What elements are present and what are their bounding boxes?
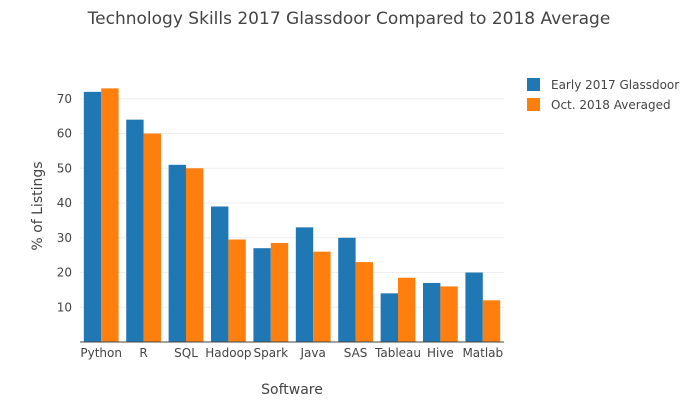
bar-python-series-1 (83, 91, 102, 342)
y-tick-label: 10 (57, 300, 72, 314)
legend: Early 2017 Glassdoor Oct. 2018 Averaged (527, 78, 679, 112)
bar-spark-series-1 (253, 248, 271, 342)
y-axis-label: % of Listings (30, 161, 46, 250)
bar-matlab-series-2 (482, 300, 501, 342)
bar-hadoop-series-1 (211, 206, 229, 342)
x-tick-label: SAS (344, 346, 368, 360)
bars (83, 88, 501, 343)
x-tick-label: Spark (254, 346, 289, 360)
y-tick-label: 50 (57, 161, 72, 175)
x-tick-label: Python (80, 346, 122, 360)
bar-r-series-2 (143, 133, 161, 342)
bar-matlab-series-1 (465, 272, 483, 342)
bar-sql-series-1 (168, 164, 186, 342)
bar-java-series-2 (313, 251, 331, 342)
x-tick-label: Hadoop (205, 346, 251, 360)
y-tick-label: 60 (57, 127, 72, 141)
legend-label: Oct. 2018 Averaged (551, 98, 671, 112)
bar-hadoop-series-2 (228, 239, 246, 342)
bar-sas-series-2 (355, 262, 373, 342)
x-tick-label: Matlab (462, 346, 503, 360)
bar-r-series-1 (126, 119, 144, 343)
legend-swatch (527, 78, 540, 91)
x-axis-label: Software (261, 382, 323, 398)
x-tick-label: R (139, 346, 147, 360)
bar-java-series-1 (295, 227, 314, 342)
bar-tableau-series-2 (398, 277, 416, 342)
bar-python-series-2 (101, 88, 119, 342)
x-tick-label: Tableau (374, 346, 421, 360)
bar-spark-series-2 (270, 242, 289, 342)
bar-tableau-series-1 (380, 293, 398, 342)
x-tick-label: Java (300, 346, 326, 360)
x-axis-ticks: Python R SQL Hadoop Spark Java SAS Tableau Hive M… (80, 346, 503, 360)
legend-swatch (527, 98, 540, 111)
legend-label: Early 2017 Glassdoor (551, 78, 679, 92)
x-tick-label: SQL (174, 346, 198, 360)
y-axis-ticks: 10 20 30 40 50 60 70 (57, 92, 72, 314)
bar-sql-series-2 (186, 168, 204, 342)
y-tick-label: 40 (57, 196, 72, 210)
y-tick-label: 30 (57, 231, 72, 245)
bar-hive-series-2 (440, 286, 458, 342)
y-tick-label: 20 (57, 266, 72, 280)
x-tick-label: Hive (427, 346, 454, 360)
chart-title: Technology Skills 2017 Glassdoor Compare… (87, 9, 611, 29)
bar-sas-series-1 (338, 237, 356, 342)
y-tick-label: 70 (57, 92, 72, 106)
bar-hive-series-1 (423, 282, 441, 342)
